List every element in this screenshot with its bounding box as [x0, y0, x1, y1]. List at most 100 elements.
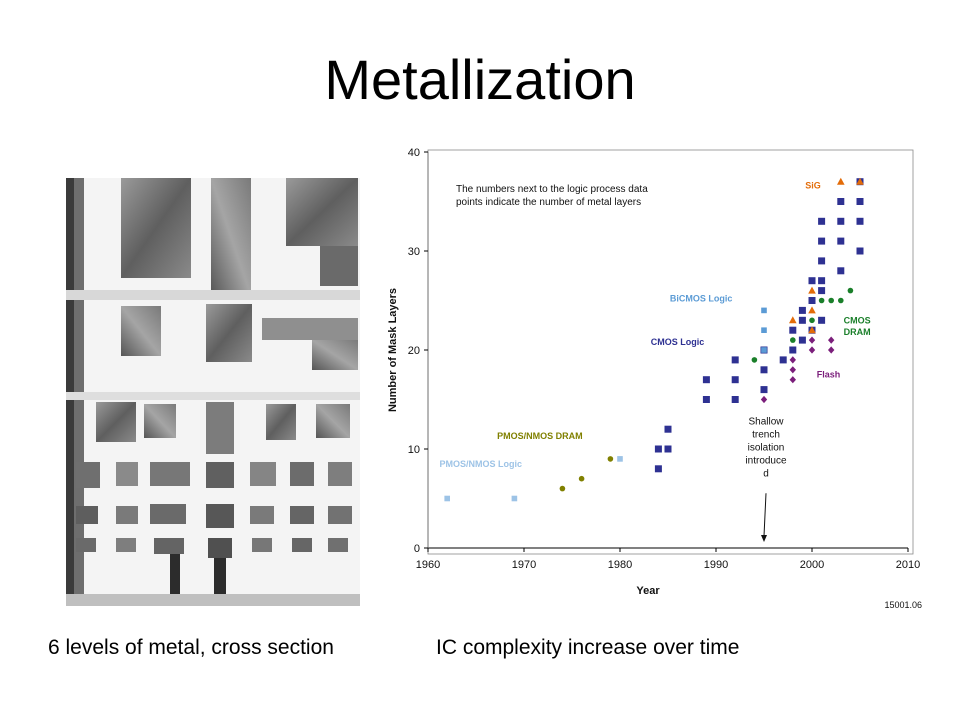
data-point	[607, 456, 614, 462]
data-point	[578, 475, 585, 482]
series-label: CMOS	[844, 315, 871, 325]
x-axis-title: Year	[636, 585, 660, 597]
y-axis-title: Number of Mask Layers	[387, 288, 399, 412]
data-point	[828, 297, 834, 304]
data-point	[731, 376, 739, 384]
data-point	[818, 217, 826, 225]
annotation-arrow-head	[761, 535, 767, 543]
series-sig	[789, 177, 864, 334]
data-point	[798, 336, 806, 344]
data-point	[760, 386, 768, 394]
data-point	[760, 366, 768, 374]
series-label: BiCMOS Logic	[670, 293, 733, 303]
y-tick-label: 10	[408, 444, 420, 456]
y-tick-label: 40	[408, 147, 420, 159]
data-point	[761, 327, 767, 333]
annotation-text-line: introduce	[745, 455, 787, 466]
series-label: CMOS Logic	[651, 337, 705, 347]
data-point	[761, 347, 767, 353]
data-point	[731, 356, 739, 364]
data-point	[789, 316, 797, 324]
data-point	[559, 485, 566, 492]
data-point	[837, 267, 845, 275]
y-tick-label: 30	[408, 246, 420, 258]
series-pmos-nmos-dram	[559, 456, 614, 492]
plot-frame	[427, 149, 914, 555]
data-point	[761, 307, 767, 314]
x-tick-label: 1970	[512, 559, 536, 571]
data-point	[809, 317, 815, 324]
data-point	[808, 336, 816, 344]
chart-note-line-1: The numbers next to the logic process da…	[456, 184, 648, 195]
annotation-text-line: isolation	[748, 442, 785, 453]
data-point	[444, 495, 450, 502]
slide-title: Metallization	[324, 48, 636, 111]
data-point	[847, 287, 854, 294]
data-point	[818, 297, 825, 304]
annotation-text-line: d	[763, 468, 769, 479]
data-point	[511, 495, 518, 502]
data-point	[798, 316, 806, 324]
series-label: PMOS/NMOS Logic	[440, 459, 523, 469]
data-point	[818, 237, 826, 245]
data-point	[617, 456, 623, 462]
data-point	[702, 376, 710, 384]
data-point	[789, 366, 796, 374]
data-point	[654, 465, 662, 473]
series-label: DRAM	[844, 327, 871, 337]
data-point	[837, 177, 845, 185]
data-point	[664, 445, 672, 453]
data-point	[808, 277, 816, 285]
chart-note-line-2: points indicate the number of metal laye…	[456, 197, 641, 208]
data-point	[856, 217, 864, 225]
data-point	[779, 356, 787, 364]
data-point	[818, 287, 826, 295]
data-point	[837, 217, 845, 225]
y-tick-label: 0	[414, 543, 420, 555]
metal-cross-section-image	[66, 178, 360, 606]
data-point	[837, 198, 845, 205]
annotation-text-line: trench	[752, 429, 780, 440]
data-point	[702, 396, 710, 403]
series-cmos-dram	[751, 287, 854, 363]
annotation-arrow-shaft	[763, 493, 767, 537]
data-point	[808, 306, 816, 314]
y-tick-label: 20	[408, 345, 420, 357]
data-point	[808, 297, 816, 304]
data-point	[838, 297, 844, 304]
data-point	[828, 346, 835, 354]
data-point	[789, 356, 796, 364]
annotation-text-line: Shallow	[748, 416, 784, 427]
data-point	[856, 198, 864, 205]
series-label: SiG	[805, 181, 821, 191]
data-point	[789, 346, 797, 354]
series-label: PMOS/NMOS DRAM	[497, 431, 583, 441]
x-tick-label: 1990	[704, 559, 728, 571]
x-tick-label: 1960	[416, 559, 440, 571]
x-tick-label: 2000	[800, 559, 824, 571]
data-point	[837, 237, 845, 245]
data-point	[751, 357, 758, 363]
data-point	[818, 316, 826, 324]
data-point	[818, 257, 826, 265]
x-tick-label: 2010	[896, 559, 920, 571]
figure-id-label: 15001.06	[884, 600, 922, 610]
data-point	[798, 306, 806, 314]
data-point	[790, 337, 796, 343]
data-point	[664, 425, 672, 433]
left-caption: 6 levels of metal, cross section	[48, 636, 334, 659]
x-tick-label: 1980	[608, 559, 632, 571]
series-cmos-logic	[654, 178, 864, 473]
data-point	[731, 396, 739, 403]
data-point	[856, 247, 864, 255]
data-point	[828, 336, 835, 344]
data-point	[654, 445, 662, 453]
data-point	[808, 286, 816, 294]
series-label: Flash	[817, 370, 841, 380]
series-pmos-nmos-logic	[444, 456, 623, 502]
data-point	[789, 326, 797, 334]
data-point	[789, 376, 796, 384]
data-point	[808, 346, 816, 354]
data-point	[760, 395, 768, 404]
series-bicmos-logic	[761, 307, 767, 353]
